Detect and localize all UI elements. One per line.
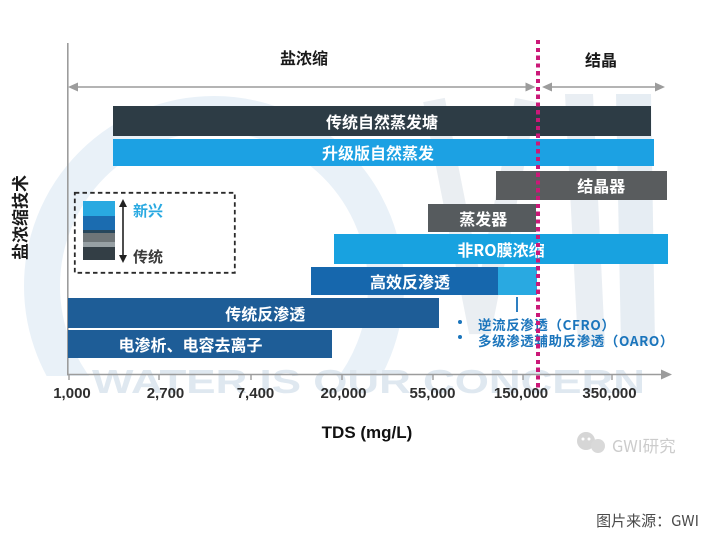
svg-text:GWI研究: GWI研究 xyxy=(612,433,676,457)
svg-text:WATER IS OUR CONCERN: WATER IS OUR CONCERN xyxy=(92,363,645,400)
